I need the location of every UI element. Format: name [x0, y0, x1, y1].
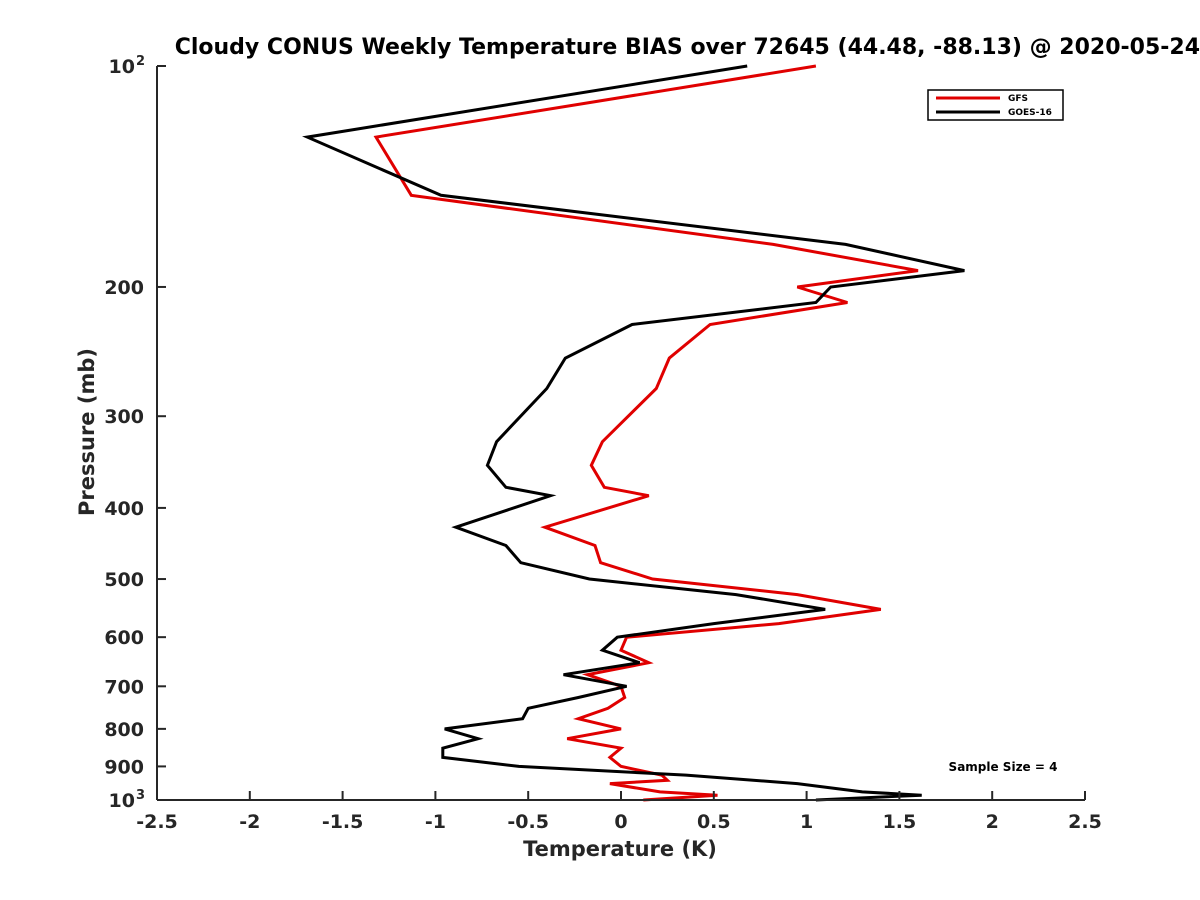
chart-title: Cloudy CONUS Weekly Temperature BIAS ove…	[175, 35, 1200, 60]
x-tick-label: -2.5	[136, 811, 178, 833]
y-tick-label: 500	[104, 569, 144, 591]
legend-entry-label: GFS	[1008, 94, 1028, 104]
y-tick-label: 600	[104, 627, 144, 649]
legend-entry-label: GOES-16	[1008, 108, 1052, 118]
y-tick-exponent: 3	[136, 788, 145, 803]
x-tick-label: -0.5	[507, 811, 549, 833]
x-tick-label: -2	[239, 811, 260, 833]
legend-box	[927, 89, 1064, 121]
y-tick-label: 300	[104, 406, 144, 428]
y-tick-label: 10	[109, 56, 135, 78]
x-tick-label: 2	[986, 811, 999, 833]
y-tick-exponent: 2	[136, 54, 145, 69]
x-tick-label: 2.5	[1068, 811, 1102, 833]
x-tick-label: 0.5	[697, 811, 731, 833]
y-tick-label: 800	[104, 719, 144, 741]
y-axis-label: Pressure (mb)	[75, 348, 99, 516]
x-tick-label: -1.5	[322, 811, 364, 833]
axes	[156, 65, 1086, 801]
y-tick-label: 700	[104, 676, 144, 698]
x-tick-label: 1.5	[883, 811, 917, 833]
x-tick-label: -1	[425, 811, 446, 833]
y-tick-label: 400	[104, 498, 144, 520]
series-lines	[302, 64, 965, 802]
y-tick-label: 900	[104, 756, 144, 778]
x-tick-labels: -2.5 -2 -1.5 -1 -0.5 0 0.5 1 1.5 2 2.5	[136, 811, 1102, 833]
series-line-goes-16	[302, 64, 965, 802]
series-line-gfs	[373, 64, 919, 802]
sample-size-annotation: Sample Size = 4	[949, 760, 1058, 774]
x-tick-label: 1	[800, 811, 813, 833]
y-tick-label: 200	[104, 277, 144, 299]
x-axis-label: Temperature (K)	[523, 837, 717, 861]
legend: GFS GOES-16	[927, 89, 1064, 121]
x-tick-label: 0	[614, 811, 627, 833]
y-tick-label: 10	[109, 790, 135, 812]
